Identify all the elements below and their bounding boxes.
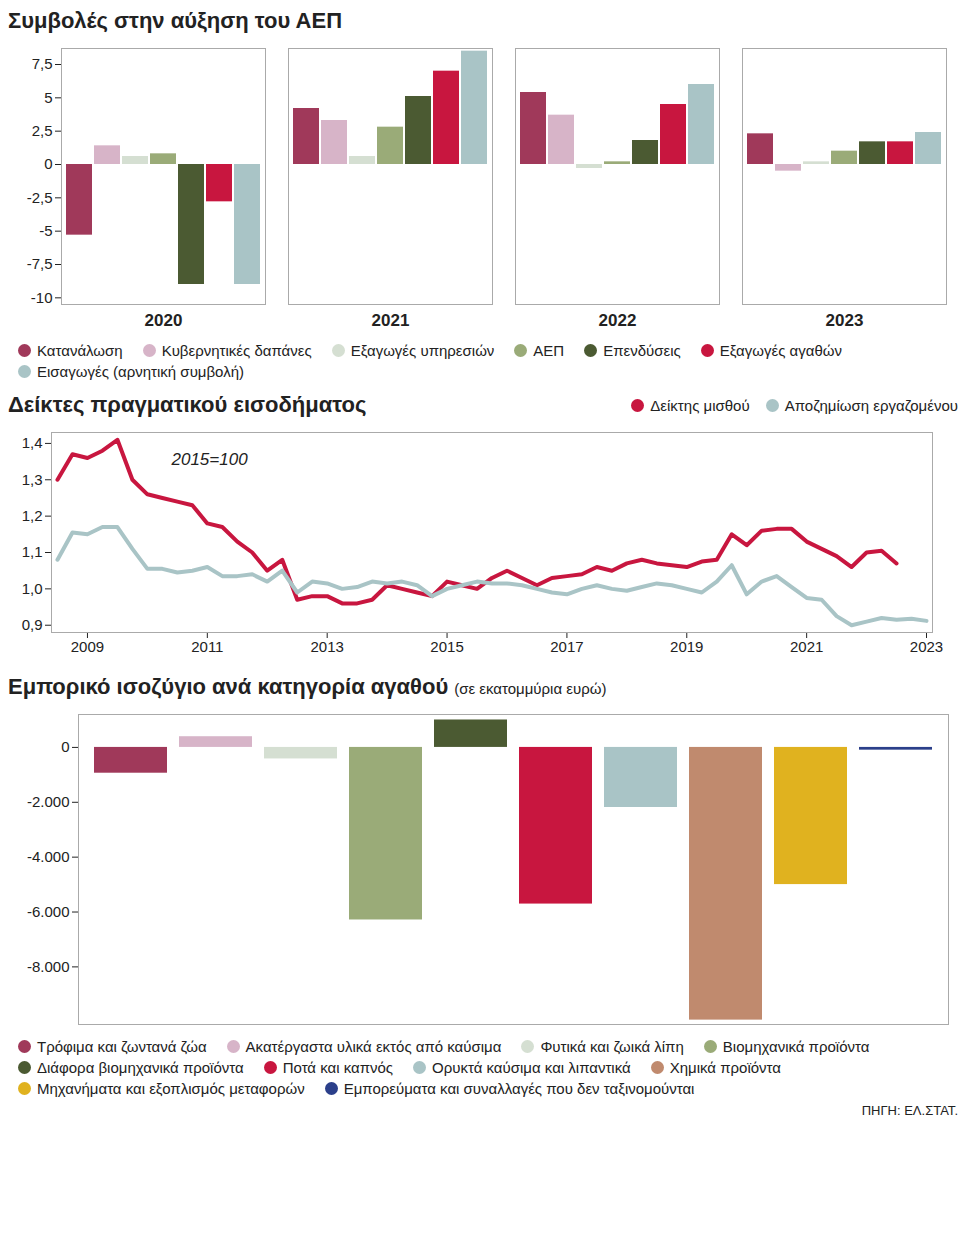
svg-text:2017: 2017: [550, 638, 583, 655]
html-text:Διάφορα βιομηχανικά προϊόντα: Διάφορα βιομηχανικά προϊόντα: [37, 1059, 244, 1076]
html-text:Επενδύσεις: Επενδύσεις: [603, 342, 681, 359]
svg-text:2020: 2020: [145, 311, 183, 330]
html-text:Δείκτες πραγματικού εισοδήματο: Δείκτες πραγματικού εισοδήματος: [8, 392, 367, 417]
svg-text:-2,5: -2,5: [27, 189, 53, 206]
svg-text:2019: 2019: [670, 638, 703, 655]
html-text:Ορυκτά καύσιμα και λιπαντικά: Ορυκτά καύσιμα και λιπαντικά: [432, 1059, 631, 1076]
svg-text:5: 5: [44, 89, 52, 106]
html-text:Ακατέργαστα υλικά εκτός από κα: Ακατέργαστα υλικά εκτός από καύσιμα: [245, 1038, 502, 1055]
svg-text:0: 0: [44, 155, 52, 172]
html-text:Τρόφιμα και ζωντανά ζώα: Τρόφιμα και ζωντανά ζώα: [37, 1038, 207, 1055]
html-text:Εξαγωγές αγαθών: Εξαγωγές αγαθών: [719, 342, 842, 359]
svg-text:2022: 2022: [599, 311, 637, 330]
svg-text:2013: 2013: [310, 638, 343, 655]
svg-text:7,5: 7,5: [32, 55, 53, 72]
svg-text:2009: 2009: [71, 638, 104, 655]
svg-text:-8.000: -8.000: [27, 958, 70, 975]
html-text:Χημικά προϊόντα: Χημικά προϊόντα: [669, 1059, 781, 1076]
html-text:ΑΕΠ: ΑΕΠ: [533, 342, 565, 359]
svg-text:1,4: 1,4: [22, 434, 43, 451]
svg-text:2023: 2023: [910, 638, 943, 655]
html-text:Συμβολές στην αύξηση του ΑΕΠ: Συμβολές στην αύξηση του ΑΕΠ: [8, 8, 343, 33]
html-text:Φυτικά και ζωικά λίπη: Φυτικά και ζωικά λίπη: [540, 1038, 684, 1055]
html-text:Δείκτης μισθού: Δείκτης μισθού: [650, 397, 750, 414]
html-text:Κυβερνητικές δαπάνες: Κυβερνητικές δαπάνες: [161, 342, 312, 359]
html-text:Βιομηχανικά προϊόντα: Βιομηχανικά προϊόντα: [722, 1038, 870, 1055]
html-text:Αποζημίωση εργαζομένου: Αποζημίωση εργαζομένου: [784, 397, 958, 414]
svg-text:2023: 2023: [826, 311, 864, 330]
html-text:Εξαγωγές υπηρεσιών: Εξαγωγές υπηρεσιών: [350, 342, 495, 359]
svg-text:-4.000: -4.000: [27, 848, 70, 865]
svg-text:-2.000: -2.000: [27, 793, 70, 810]
svg-text:1,2: 1,2: [22, 507, 43, 524]
svg-text:1,0: 1,0: [22, 580, 43, 597]
html-text:ΠΗΓΗ: ΕΛ.ΣΤΑΤ.: ΠΗΓΗ: ΕΛ.ΣΤΑΤ.: [861, 1103, 958, 1118]
svg-text:0,9: 0,9: [22, 616, 43, 633]
svg-text:0: 0: [61, 738, 69, 755]
svg-text:2021: 2021: [372, 311, 410, 330]
svg-text:-10: -10: [31, 289, 53, 306]
html-text:Μηχανήματα και εξοπλισμός μετα: Μηχανήματα και εξοπλισμός μεταφορών: [37, 1080, 305, 1097]
svg-text:1,3: 1,3: [22, 471, 43, 488]
html-text:Εισαγωγές (αρνητική συμβολή): Εισαγωγές (αρνητική συμβολή): [37, 363, 244, 380]
svg-text:-5: -5: [39, 222, 52, 239]
html-text:Εμπορεύματα και συναλλαγές που: Εμπορεύματα και συναλλαγές που δεν ταξιν…: [343, 1080, 695, 1097]
svg-text:2,5: 2,5: [32, 122, 53, 139]
html-text:Εμπορικό ισοζύγιο ανά κατηγορί: Εμπορικό ισοζύγιο ανά κατηγορία αγαθού (…: [8, 674, 607, 699]
html-text:Ποτά και καπνός: Ποτά και καπνός: [282, 1059, 394, 1076]
svg-text:2015=100: 2015=100: [171, 450, 249, 469]
html-text:Κατανάλωση: Κατανάλωση: [37, 342, 123, 359]
svg-text:2021: 2021: [790, 638, 823, 655]
svg-text:-6.000: -6.000: [27, 903, 70, 920]
svg-text:2015: 2015: [430, 638, 463, 655]
svg-text:1,1: 1,1: [22, 543, 43, 560]
svg-text:-7,5: -7,5: [27, 255, 53, 272]
svg-text:2011: 2011: [191, 638, 223, 655]
